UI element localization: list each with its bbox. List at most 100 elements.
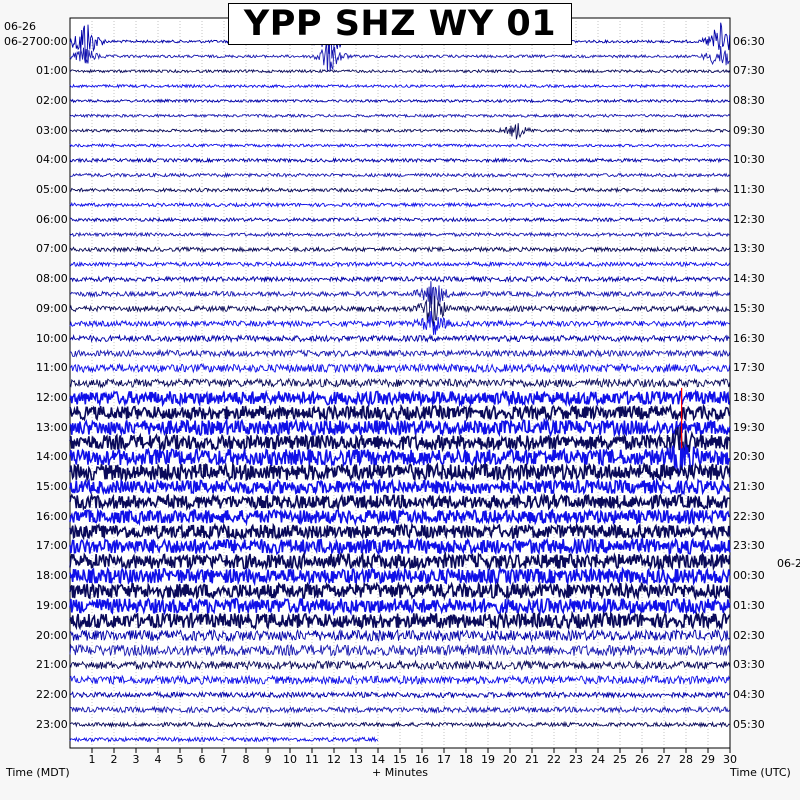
trace-line xyxy=(69,628,731,643)
left-hour-label: 22:00 xyxy=(36,687,68,701)
x-tick-label: 18 xyxy=(459,753,473,766)
right-hour-label: 17:30 xyxy=(733,361,765,375)
trace-line xyxy=(69,333,730,344)
right-hour-label: 13:30 xyxy=(733,242,765,256)
trace-line xyxy=(69,537,731,556)
right-hour-label: 14:30 xyxy=(733,272,765,286)
x-tick-label: 9 xyxy=(264,753,272,766)
left-hour-label: 15:00 xyxy=(36,480,68,493)
trace-line xyxy=(69,293,730,327)
trace-line xyxy=(69,157,730,164)
x-tick-label: 25 xyxy=(613,753,627,766)
trace-line xyxy=(69,98,730,104)
trace-line xyxy=(69,597,731,616)
right-hour-label: 02:30 xyxy=(733,628,765,642)
left-hour-label: 07:00 xyxy=(36,242,68,256)
left-hour-label: 11:00 xyxy=(36,361,68,375)
x-tick-label: 19 xyxy=(481,753,495,766)
right-hour-label: 05:30 xyxy=(733,717,765,731)
trace-line xyxy=(69,201,730,208)
trace-line xyxy=(69,690,731,700)
trace-line xyxy=(69,113,731,119)
left-hour-label: 01:00 xyxy=(36,64,68,78)
trace-line xyxy=(69,720,730,729)
x-tick-label: 28 xyxy=(679,753,693,766)
x-tick-label: 17 xyxy=(437,753,451,766)
left-hour-label: 06:00 xyxy=(36,212,68,226)
right-hour-label: 23:30 xyxy=(733,539,765,553)
left-date-second: 06-27 xyxy=(4,35,36,48)
trace-line xyxy=(69,123,731,140)
right-hour-label: 10:30 xyxy=(733,153,765,167)
x-tick-label: 1 xyxy=(88,753,96,766)
trace-line xyxy=(69,35,730,72)
x-tick-label: 26 xyxy=(635,753,649,766)
trace-line xyxy=(69,674,731,686)
trace-line xyxy=(69,566,731,587)
right-hour-label: 06:30 xyxy=(733,34,765,48)
trace-line xyxy=(69,348,731,358)
trace-line xyxy=(69,581,731,601)
x-tick-label: 6 xyxy=(198,753,206,766)
right-hour-label: 07:30 xyxy=(733,64,765,78)
x-tick-label: 7 xyxy=(220,753,228,766)
right-hour-label: 15:30 xyxy=(733,301,765,315)
x-tick-label: 27 xyxy=(657,753,671,766)
trace-line xyxy=(69,388,731,408)
trace-line xyxy=(69,83,731,89)
left-hour-label: 19:00 xyxy=(36,598,68,612)
left-hour-label: 16:00 xyxy=(36,509,68,523)
x-tick-label: 22 xyxy=(547,753,561,766)
trace-line xyxy=(69,216,730,223)
trace-line xyxy=(69,231,730,238)
trace-line xyxy=(69,461,731,483)
x-tick-label: 24 xyxy=(591,753,605,766)
trace-line xyxy=(69,522,731,541)
right-hour-label: 00:30 xyxy=(733,569,765,583)
left-hour-label: 23:00 xyxy=(36,717,68,731)
x-tick-label: 23 xyxy=(569,753,583,766)
seismic-traces xyxy=(69,22,731,743)
right-hour-label: 04:30 xyxy=(733,687,765,701)
left-hour-label: 09:00 xyxy=(36,301,68,315)
x-tick-label: 8 xyxy=(242,753,250,766)
trace-line xyxy=(69,442,731,477)
right-hour-label: 22:30 xyxy=(733,509,765,523)
right-hour-label: 18:30 xyxy=(733,390,765,404)
right-axis-label: Time (UTC) xyxy=(730,766,791,779)
x-tick-label: 15 xyxy=(393,753,407,766)
right-date-bottom: 06-2 xyxy=(777,557,800,570)
trace-line xyxy=(69,260,731,268)
trace-line xyxy=(69,426,731,457)
trace-line xyxy=(69,705,731,715)
left-hour-label: 18:00 xyxy=(36,569,68,583)
trace-line xyxy=(69,245,731,253)
left-axis-label: Time (MDT) xyxy=(6,766,70,779)
x-tick-label: 5 xyxy=(176,753,184,766)
x-tick-label: 13 xyxy=(349,753,363,766)
left-hour-label: 10:00 xyxy=(36,331,68,345)
left-hour-label: 13:00 xyxy=(36,420,68,434)
trace-line xyxy=(69,403,731,423)
left-hour-label: 17:00 xyxy=(36,539,68,553)
right-hour-label: 03:30 xyxy=(733,658,765,672)
right-hour-label: 12:30 xyxy=(733,212,765,226)
trace-line xyxy=(69,171,731,179)
left-hour-label: 20:00 xyxy=(36,628,68,642)
x-tick-label: 14 xyxy=(371,753,385,766)
right-hour-label: 16:30 xyxy=(733,331,765,345)
trace-line xyxy=(69,275,731,284)
right-hour-label: 11:30 xyxy=(733,183,765,196)
left-hour-label: 05:00 xyxy=(36,183,68,196)
trace-line xyxy=(69,186,730,194)
center-axis-label: + Minutes xyxy=(372,766,429,779)
trace-line xyxy=(69,362,731,374)
x-tick-label: 12 xyxy=(327,753,341,766)
trace-line xyxy=(69,377,731,389)
x-tick-label: 30 xyxy=(723,753,737,766)
trace-line xyxy=(69,492,730,512)
trace-line xyxy=(69,477,731,496)
right-hour-label: 20:30 xyxy=(733,450,765,464)
right-hour-label: 09:30 xyxy=(733,123,765,137)
